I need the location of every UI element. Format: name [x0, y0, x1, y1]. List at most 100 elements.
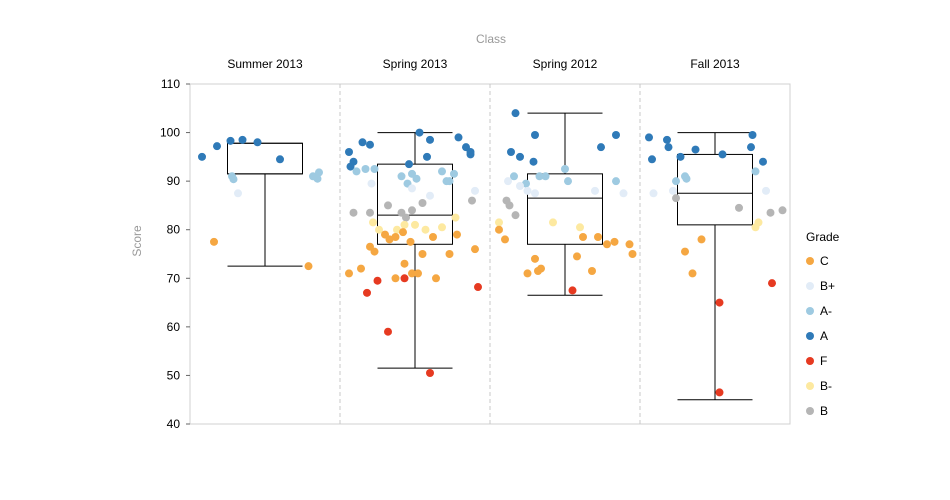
- data-point: [591, 186, 599, 195]
- legend-item: C: [806, 254, 829, 268]
- legend-title: Grade: [806, 230, 840, 244]
- legend-item: B: [806, 404, 828, 418]
- legend-swatch: [806, 257, 814, 265]
- facet-panel: Fall 2013: [639, 57, 787, 424]
- data-point: [454, 133, 463, 142]
- data-point: [663, 135, 671, 144]
- data-point: [505, 201, 514, 210]
- iqr-box: [227, 142, 303, 175]
- data-point: [748, 131, 757, 139]
- legend-label: F: [820, 354, 827, 368]
- data-point: [747, 143, 755, 152]
- legend-swatch: [806, 332, 814, 340]
- data-point: [238, 135, 247, 144]
- data-point: [408, 184, 416, 193]
- data-point: [370, 165, 379, 173]
- legend-item: B-: [806, 379, 832, 393]
- legend-swatch: [806, 382, 814, 390]
- data-point: [400, 259, 409, 268]
- data-point: [234, 189, 242, 198]
- data-point: [466, 148, 475, 156]
- data-point: [537, 264, 545, 273]
- data-point: [669, 186, 677, 195]
- data-point: [495, 218, 503, 227]
- data-point: [531, 131, 539, 139]
- data-point: [450, 169, 458, 178]
- data-point: [511, 211, 520, 220]
- legend-swatch: [806, 407, 814, 415]
- data-point: [229, 175, 238, 184]
- data-point: [751, 167, 760, 176]
- data-point: [366, 140, 374, 149]
- data-point: [535, 172, 544, 181]
- facet-panel: Spring 2012: [489, 57, 637, 424]
- data-point: [541, 172, 550, 181]
- data-point: [400, 220, 409, 229]
- data-point: [610, 237, 619, 246]
- data-point: [759, 157, 767, 166]
- data-point: [688, 269, 697, 278]
- data-point: [691, 145, 700, 154]
- y-tick-label: 110: [161, 77, 180, 91]
- legend-item: A-: [806, 304, 832, 318]
- data-point: [426, 369, 434, 377]
- data-point: [649, 189, 658, 198]
- data-point: [402, 213, 410, 222]
- data-point: [397, 172, 406, 181]
- column-axis-title: Class: [476, 32, 506, 46]
- data-point: [349, 208, 358, 217]
- data-point: [495, 225, 503, 234]
- data-point: [384, 201, 392, 210]
- iqr-box: [377, 163, 453, 245]
- data-point: [346, 162, 355, 171]
- data-point: [576, 223, 584, 232]
- data-point: [603, 240, 611, 249]
- data-point: [676, 152, 685, 161]
- data-point: [682, 174, 691, 183]
- facet-label: Spring 2013: [383, 57, 448, 71]
- data-point: [573, 252, 581, 261]
- y-tick-label: 70: [167, 271, 181, 285]
- data-point: [445, 250, 454, 258]
- facet-label: Fall 2013: [690, 57, 740, 71]
- data-point: [672, 177, 680, 186]
- data-point: [426, 191, 434, 200]
- y-tick-label: 80: [167, 223, 181, 237]
- data-point: [522, 179, 530, 188]
- data-point: [361, 165, 370, 173]
- data-point: [375, 225, 383, 234]
- data-point: [408, 269, 416, 278]
- data-point: [352, 167, 361, 176]
- data-point: [406, 237, 415, 246]
- data-point: [429, 233, 437, 241]
- data-point: [345, 269, 353, 278]
- data-point: [612, 131, 620, 139]
- y-tick-label: 100: [160, 126, 180, 140]
- data-point: [762, 186, 770, 195]
- y-axis: 40 50 60 70 80 90 100 110: [160, 77, 190, 431]
- data-point: [715, 298, 724, 307]
- data-point: [588, 267, 596, 275]
- legend-swatch: [806, 357, 814, 365]
- legend-swatch: [806, 307, 814, 315]
- data-point: [453, 230, 461, 239]
- data-point: [645, 133, 653, 142]
- data-point: [399, 228, 407, 237]
- data-point: [766, 208, 775, 217]
- data-point: [594, 233, 602, 241]
- data-point: [384, 327, 392, 336]
- y-tick-label: 90: [167, 174, 181, 188]
- data-point: [715, 388, 724, 397]
- data-point: [516, 152, 524, 161]
- legend-label: B-: [820, 379, 832, 393]
- data-point: [474, 283, 482, 292]
- legend-item: F: [806, 354, 827, 368]
- data-point: [511, 109, 520, 118]
- data-point: [672, 194, 680, 203]
- y-tick-label: 60: [167, 320, 181, 334]
- data-point: [358, 138, 367, 147]
- iqr-box: [527, 173, 603, 245]
- data-point: [471, 186, 479, 195]
- data-point: [531, 254, 539, 263]
